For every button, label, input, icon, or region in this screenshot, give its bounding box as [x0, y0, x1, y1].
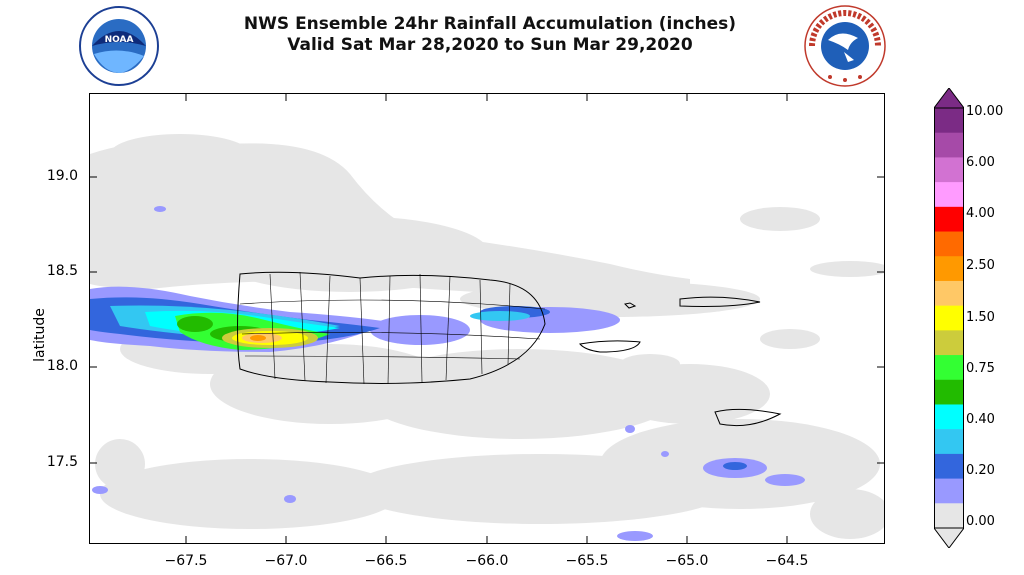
colorbar-label: 0.20	[966, 463, 995, 478]
coastline-layer	[237, 271, 782, 427]
xtick-label: −65.5	[565, 553, 609, 569]
colorbar-segment	[934, 379, 964, 405]
nws-logo-icon	[804, 5, 886, 87]
colorbar-segment	[934, 157, 964, 183]
colorbar-segment	[934, 182, 964, 208]
svg-text:NOAA: NOAA	[105, 35, 134, 45]
xtick-label: −66.5	[364, 553, 408, 569]
colorbar-segment	[934, 453, 964, 480]
colorbar	[934, 88, 964, 548]
y-axis-label: latitude	[32, 308, 48, 362]
xtick-label: −66.0	[465, 553, 509, 569]
colorbar-label: 6.00	[966, 155, 995, 170]
colorbar-segment	[934, 429, 964, 455]
ytick-label: 19.0	[46, 168, 78, 184]
colorbar-label: 0.00	[966, 514, 995, 529]
colorbar-segment	[934, 231, 964, 257]
rainfall-map	[89, 93, 885, 544]
colorbar-segment	[934, 108, 964, 134]
colorbar-label: 10.00	[966, 104, 1004, 119]
colorbar-segment	[934, 132, 964, 158]
colorbar-segment	[934, 404, 964, 430]
colorbar-min-arrow	[934, 527, 964, 548]
xtick-label: −67.5	[164, 553, 208, 569]
colorbar-segment	[934, 206, 964, 233]
title-line-1: NWS Ensemble 24hr Rainfall Accumulation …	[243, 14, 737, 34]
county-boundaries	[239, 271, 546, 385]
colorbar-max-arrow	[934, 88, 964, 109]
colorbar-label: 2.50	[966, 258, 995, 273]
colorbar-segment	[934, 305, 964, 331]
colorbar-label: 1.50	[966, 310, 995, 325]
ytick-label: 18.5	[46, 263, 78, 279]
colorbar-label: 0.75	[966, 361, 995, 376]
colorbar-segment	[934, 330, 964, 356]
ytick-label: 18.0	[46, 358, 78, 374]
colorbar-segment	[934, 256, 964, 282]
rainfall-field	[90, 134, 884, 541]
ytick-label: 17.5	[46, 454, 78, 470]
colorbar-label: 0.40	[966, 412, 995, 427]
map-title: NWS Ensemble 24hr Rainfall Accumulation …	[180, 14, 800, 56]
xtick-label: −67.0	[264, 553, 308, 569]
title-line-2: Valid Sat Mar 28,2020 to Sun Mar 29,2020	[287, 35, 693, 55]
colorbar-segment	[934, 355, 964, 381]
xtick-label: −65.0	[665, 553, 709, 569]
colorbar-label: 4.00	[966, 206, 995, 221]
colorbar-segment	[934, 503, 964, 529]
noaa-logo-icon: NOAA	[79, 6, 159, 86]
light-rain-layer	[90, 134, 884, 539]
xtick-label: −64.5	[765, 553, 809, 569]
colorbar-segment	[934, 478, 964, 504]
colorbar-segment	[934, 280, 964, 307]
